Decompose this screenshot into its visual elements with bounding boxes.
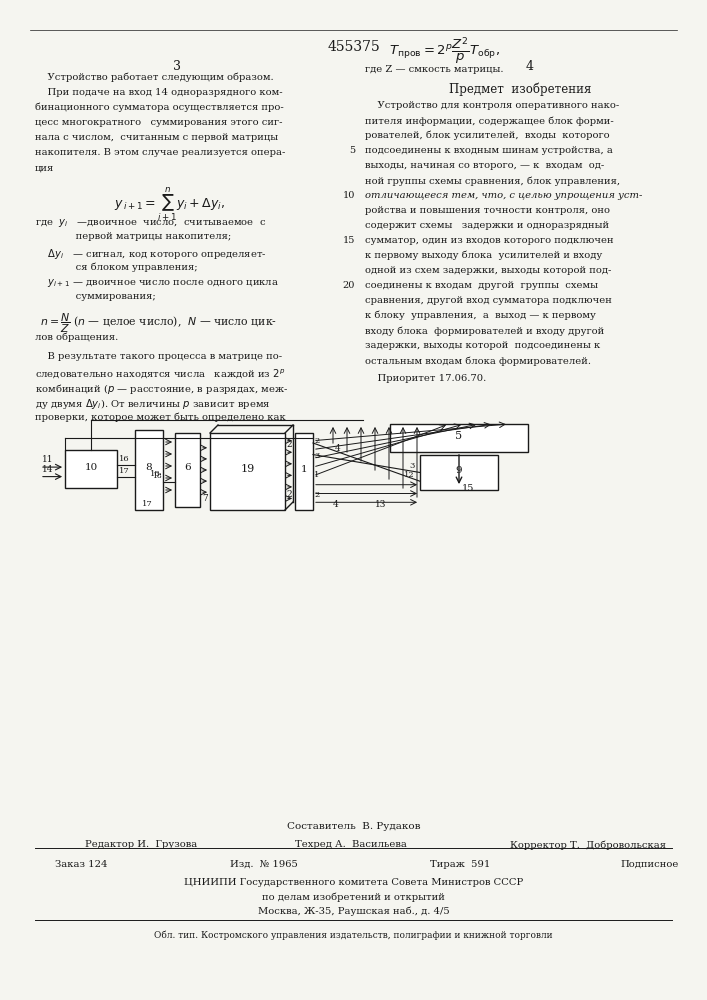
Bar [210,433,285,510]
Text: $\Delta y_i$   — сигнал, код которого определяет-: $\Delta y_i$ — сигнал, код которого опре… [35,247,267,261]
Text: ся блоком управления;: ся блоком управления; [35,262,198,271]
Text: 18: 18 [152,472,162,480]
Text: задержки, выходы которой  подсоединены к: задержки, выходы которой подсоединены к [365,341,600,350]
Text: соединены к входам  другой  группы  схемы: соединены к входам другой группы схемы [365,281,598,290]
Text: остальным входам блока формирователей.: остальным входам блока формирователей. [365,356,591,365]
Text: 8: 8 [146,464,152,473]
Text: комбинаций ($p$ — расстояние, в разрядах, меж-: комбинаций ($p$ — расстояние, в разрядах… [35,382,288,396]
Text: Заказ 124: Заказ 124 [55,860,107,869]
Text: пителя информации, содержащее блок форми-: пителя информации, содержащее блок форми… [365,116,614,125]
Text: 10: 10 [343,191,355,200]
Text: Изд.  № 1965: Изд. № 1965 [230,860,298,869]
Text: 3: 3 [314,452,320,460]
Text: Редактор И.  Грузова: Редактор И. Грузова [85,840,197,849]
Text: ЦНИИПИ Государственного комитета Совета Министров СССР: ЦНИИПИ Государственного комитета Совета … [184,878,523,887]
Bar [295,433,313,510]
Text: ройства и повышения точности контроля, оно: ройства и повышения точности контроля, о… [365,206,610,215]
Bar [175,433,200,507]
Text: 1: 1 [314,471,320,479]
Text: цесс многократного   суммирования этого сиг-: цесс многократного суммирования этого си… [35,118,283,127]
Text: Предмет  изобретения: Предмет изобретения [449,82,591,96]
Text: 12: 12 [404,471,415,479]
Text: Приоритет 17.06.70.: Приоритет 17.06.70. [365,374,486,383]
Text: 1: 1 [300,465,308,474]
Text: 6: 6 [185,464,191,473]
Text: Тираж  591: Тираж 591 [430,860,491,869]
Text: сравнения, другой вход сумматора подключен: сравнения, другой вход сумматора подключ… [365,296,612,305]
Text: где  $y_i$   —двоичное  число,  считываемое  с: где $y_i$ —двоичное число, считываемое с [35,217,267,229]
Text: 5: 5 [455,431,462,441]
Text: 2: 2 [314,491,320,499]
Text: Составитель  В. Рудаков: Составитель В. Рудаков [287,822,420,831]
Text: 18: 18 [151,470,161,478]
Text: ду двумя $\Delta y_i$). От величины $p$ зависит время: ду двумя $\Delta y_i$). От величины $p$ … [35,397,271,411]
Bar [135,430,163,510]
Text: 2: 2 [314,437,320,445]
Text: ция: ция [35,163,54,172]
Text: отличающееся тем, что, с целью упрощения уст-: отличающееся тем, что, с целью упрощения… [365,191,643,200]
Text: 13: 13 [375,500,386,509]
Text: $y_{\,i+1}=\sum_{i+1}^{n}y_i+\Delta y_i,$: $y_{\,i+1}=\sum_{i+1}^{n}y_i+\Delta y_i,… [115,185,226,223]
Text: 2: 2 [286,440,291,449]
Text: $n=\dfrac{N}{Z}$ ($n$ — целое число),  $N$ — число цик-: $n=\dfrac{N}{Z}$ ($n$ — целое число), $N… [40,312,277,335]
Text: $y_{i+1}$ — двоичное число после одного цикла: $y_{i+1}$ — двоичное число после одного … [35,277,279,289]
Text: 5: 5 [349,146,355,155]
Bar [420,455,498,490]
Bar [65,450,117,488]
Text: 2: 2 [286,490,291,499]
Text: 17: 17 [141,500,153,508]
Text: 20: 20 [343,281,355,290]
Text: нала с числом,  считанным с первой матрицы: нала с числом, считанным с первой матриц… [35,133,278,142]
Text: суммирования;: суммирования; [35,292,156,301]
Text: Москва, Ж-35, Раушская наб., д. 4/5: Москва, Ж-35, Раушская наб., д. 4/5 [257,906,450,916]
Text: входу блока  формирователей и входу другой: входу блока формирователей и входу друго… [365,326,604,336]
Text: выходы, начиная со второго, — к  входам  од-: выходы, начиная со второго, — к входам о… [365,161,604,170]
Text: к блоку  управления,  а  выход — к первому: к блоку управления, а выход — к первому [365,311,596,320]
Text: 15: 15 [462,484,474,493]
Text: При подаче на вход 14 одноразрядного ком-: При подаче на вход 14 одноразрядного ком… [35,88,283,97]
Text: 3: 3 [409,462,415,471]
Text: Обл. тип. Костромского управления издательств, полиграфии и книжной торговли: Обл. тип. Костромского управления издате… [154,930,553,940]
Text: 15: 15 [343,236,355,245]
Text: 10: 10 [84,462,98,472]
Bar [390,424,528,452]
Text: $T_{\text{пров}}=2^p\dfrac{Z^2}{p}T_{\text{обр}},$: $T_{\text{пров}}=2^p\dfrac{Z^2}{p}T_{\te… [390,35,501,66]
Text: 4: 4 [333,500,339,509]
Text: Подписное: Подписное [620,860,679,869]
Text: к первому выходу блока  усилителей и входу: к первому выходу блока усилителей и вход… [365,251,602,260]
Text: ной группы схемы сравнения, блок управления,: ной группы схемы сравнения, блок управле… [365,176,620,186]
Text: Устройство для контроля оперативного нако-: Устройство для контроля оперативного нак… [365,101,619,110]
Text: одной из схем задержки, выходы которой под-: одной из схем задержки, выходы которой п… [365,266,612,275]
Text: 16: 16 [119,455,129,463]
Text: 19: 19 [240,464,255,475]
Text: 11: 11 [42,455,54,464]
Text: Техред А.  Васильева: Техред А. Васильева [295,840,407,849]
Text: первой матрицы накопителя;: первой матрицы накопителя; [35,232,231,241]
Text: содержит схемы   задержки и одноразрядный: содержит схемы задержки и одноразрядный [365,221,609,230]
Text: рователей, блок усилителей,  входы  которого: рователей, блок усилителей, входы которо… [365,131,609,140]
Text: Устройство работает следующим образом.: Устройство работает следующим образом. [35,72,274,82]
Text: сумматор, один из входов которого подключен: сумматор, один из входов которого подклю… [365,236,614,245]
Text: 4: 4 [526,60,534,73]
Text: 3: 3 [173,60,181,73]
Text: Корректор Т.  Добровольская: Корректор Т. Добровольская [510,840,666,850]
Text: 455375: 455375 [327,40,380,54]
Text: подсоединены к входным шинам устройства, а: подсоединены к входным шинам устройства,… [365,146,613,155]
Text: по делам изобретений и открытий: по делам изобретений и открытий [262,892,445,902]
Text: 9: 9 [456,466,462,475]
Text: бинационного сумматора осуществляется про-: бинационного сумматора осуществляется пр… [35,103,284,112]
Text: лов обращения.: лов обращения. [35,332,118,342]
Text: следовательно находятся числа   каждой из $2^p$: следовательно находятся числа каждой из … [35,367,285,380]
Text: В результате такого процесса в матрице по-: В результате такого процесса в матрице п… [35,352,282,361]
Text: 4: 4 [335,444,341,453]
Text: 7: 7 [202,494,208,503]
Text: 14: 14 [42,465,54,474]
Text: накопителя. В этом случае реализуется опера-: накопителя. В этом случае реализуется оп… [35,148,286,157]
Text: где Z — смкость матрицы.: где Z — смкость матрицы. [365,65,503,74]
Text: 17: 17 [119,467,130,475]
Text: проверки, которое может быть определено как: проверки, которое может быть определено … [35,412,286,422]
